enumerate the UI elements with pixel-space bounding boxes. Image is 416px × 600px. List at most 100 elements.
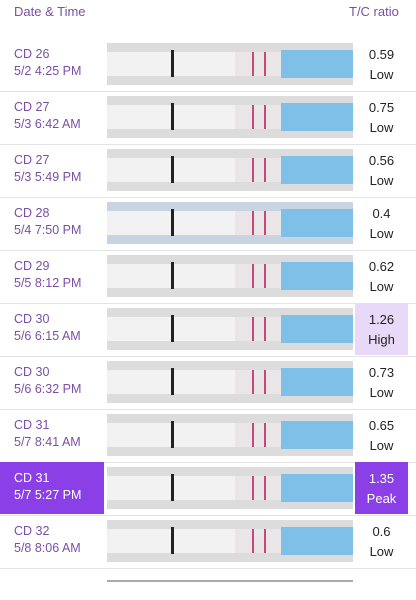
control-line: [264, 211, 266, 235]
strip-handle: [281, 368, 353, 396]
cycle-day: CD 31: [14, 418, 50, 432]
test-row[interactable]: CD 26 5/2 4:25 PM 0.59 Low: [0, 38, 416, 92]
strip-marker: [171, 368, 174, 395]
date-cell: CD 27 5/3 5:49 PM: [0, 144, 104, 196]
ratio-level: Low: [369, 544, 394, 559]
date-time: 5/7 5:27 PM: [14, 488, 82, 502]
test-row[interactable]: CD 27 5/3 6:42 AM 0.75 Low: [0, 91, 416, 145]
cycle-day: CD 26: [14, 47, 50, 61]
control-line: [264, 105, 266, 129]
test-row[interactable]: CD 32 5/8 8:06 AM 0.6 Low: [0, 515, 416, 569]
date-cell: CD 26 5/2 4:25 PM: [0, 38, 104, 90]
strip-marker: [171, 262, 174, 289]
test-row[interactable]: CD 27 5/3 5:49 PM 0.56 Low: [0, 144, 416, 198]
test-strip: [107, 467, 353, 509]
test-row[interactable]: CD 29 5/5 8:12 PM 0.62 Low: [0, 250, 416, 304]
test-row[interactable]: CD 31 5/7 8:41 AM 0.65 Low: [0, 409, 416, 463]
date-time: 5/7 8:41 AM: [14, 435, 81, 449]
test-line: [252, 158, 254, 182]
strip-window: [235, 105, 283, 129]
test-row[interactable]: CD 31 5/7 5:27 PM 1.35 Peak: [0, 462, 416, 516]
date-cell: CD 30 5/6 6:32 PM: [0, 356, 104, 408]
ratio-value: 0.56: [368, 153, 395, 168]
control-line: [264, 158, 266, 182]
cycle-day: CD 32: [14, 524, 50, 538]
test-line: [252, 370, 254, 394]
ratio-level: Low: [369, 438, 394, 453]
control-line: [264, 370, 266, 394]
date-time: 5/2 4:25 PM: [14, 64, 82, 78]
strip-handle: [281, 421, 353, 449]
strip-marker: [171, 315, 174, 342]
test-strip: [107, 96, 353, 138]
test-line: [252, 529, 254, 553]
cycle-day: CD 27: [14, 153, 50, 167]
ratio-value: 1.26: [368, 312, 395, 327]
strip-marker: [171, 209, 174, 236]
test-line: [252, 211, 254, 235]
cycle-day: CD 30: [14, 365, 50, 379]
test-line: [252, 476, 254, 500]
test-line: [252, 317, 254, 341]
header-date-time: Date & Time: [14, 4, 86, 19]
ratio-level: Low: [369, 120, 394, 135]
control-line: [264, 52, 266, 76]
date-cell: CD 29 5/5 8:12 PM: [0, 250, 104, 302]
date-cell: CD 32 5/8 8:06 AM: [0, 515, 104, 567]
strip-handle: [281, 474, 353, 502]
control-line: [264, 529, 266, 553]
ratio-value: 0.6: [372, 524, 391, 539]
ratio-cell: 0.62 Low: [355, 250, 408, 302]
date-cell: CD 31 5/7 5:27 PM: [0, 462, 104, 514]
ratio-cell: 0.6 Low: [355, 515, 408, 567]
cycle-day: CD 29: [14, 259, 50, 273]
strip-edge: [107, 580, 353, 582]
strip-marker: [171, 474, 174, 501]
date-time: 5/5 8:12 PM: [14, 276, 82, 290]
strip-marker: [171, 421, 174, 448]
ratio-cell: 0.4 Low: [355, 197, 408, 249]
ratio-value: 0.62: [368, 259, 395, 274]
ratio-level: Low: [369, 385, 394, 400]
cycle-day: CD 28: [14, 206, 50, 220]
ratio-value: 1.35: [368, 471, 395, 486]
strip-handle: [281, 262, 353, 290]
ratio-cell: 0.56 Low: [355, 144, 408, 196]
date-time: 5/3 5:49 PM: [14, 170, 82, 184]
date-time: 5/4 7:50 PM: [14, 223, 82, 237]
control-line: [264, 423, 266, 447]
date-time: 5/3 6:42 AM: [14, 117, 81, 131]
test-line: [252, 105, 254, 129]
strip-marker: [171, 50, 174, 77]
ratio-value: 0.65: [368, 418, 395, 433]
date-time: 5/8 8:06 AM: [14, 541, 81, 555]
ratio-cell: 0.59 Low: [355, 38, 408, 90]
strip-handle: [281, 50, 353, 78]
strip-handle: [281, 103, 353, 131]
control-line: [264, 317, 266, 341]
strip-window: [235, 423, 283, 447]
strip-window: [235, 158, 283, 182]
strip-marker: [171, 156, 174, 183]
ratio-cell: 1.35 Peak: [355, 462, 408, 514]
cycle-day: CD 31: [14, 471, 50, 485]
strip-marker: [171, 527, 174, 554]
strip-window: [235, 529, 283, 553]
cycle-day: CD 27: [14, 100, 50, 114]
strip-window: [235, 264, 283, 288]
test-line: [252, 264, 254, 288]
test-row[interactable]: CD 30 5/6 6:32 PM 0.73 Low: [0, 356, 416, 410]
test-strip: [107, 361, 353, 403]
test-row[interactable]: CD 30 5/6 6:15 AM 1.26 High: [0, 303, 416, 357]
date-cell: CD 30 5/6 6:15 AM: [0, 303, 104, 355]
test-row[interactable]: CD 28 5/4 7:50 PM 0.4 Low: [0, 197, 416, 251]
ratio-value: 0.73: [368, 365, 395, 380]
header-ratio: T/C ratio: [349, 4, 399, 19]
cycle-day: CD 30: [14, 312, 50, 326]
strip-handle: [281, 315, 353, 343]
test-strip: [107, 149, 353, 191]
test-strip: [107, 520, 353, 562]
ratio-cell: 0.65 Low: [355, 409, 408, 461]
ratio-cell: 0.73 Low: [355, 356, 408, 408]
